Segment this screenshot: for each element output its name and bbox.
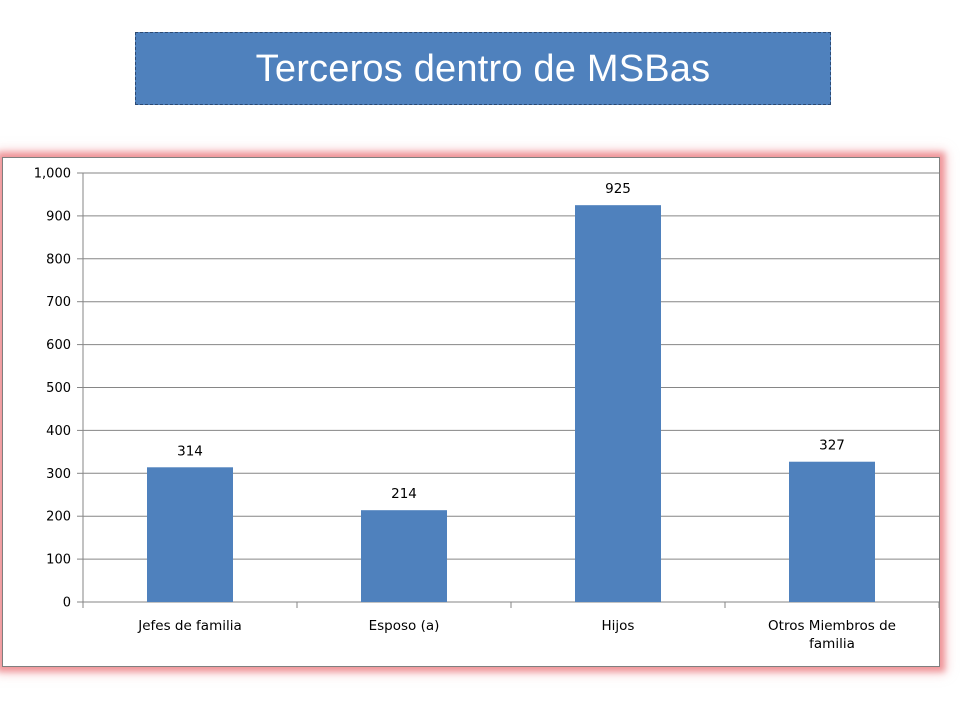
bar-chart: 0 100 200 300 400 500 600 700 800 900 1,000 314 Jefe… xyxy=(34,167,939,653)
bar xyxy=(361,510,447,602)
y-tick-label: 800 xyxy=(46,252,71,267)
bar xyxy=(147,467,233,602)
y-tick-label: 100 xyxy=(46,553,71,568)
x-category-label: Otros Miembros de xyxy=(768,618,896,634)
title-box: Terceros dentro de MSBas xyxy=(135,32,831,105)
bars xyxy=(147,205,875,603)
y-tick-label: 600 xyxy=(46,338,71,353)
y-tick-label: 1,000 xyxy=(34,167,71,182)
y-tick-label: 0 xyxy=(63,596,71,611)
x-category-label: Jefes de familia xyxy=(137,618,242,634)
bar xyxy=(789,461,875,602)
labels: 0 100 200 300 400 500 600 700 800 900 1,000 314 Jefe… xyxy=(34,167,896,653)
data-label: 214 xyxy=(391,486,417,502)
slide-title: Terceros dentro de MSBas xyxy=(255,47,711,90)
y-tick-label: 700 xyxy=(46,295,71,310)
y-tick-label: 400 xyxy=(46,424,71,439)
x-category-label: Esposo (a) xyxy=(369,618,440,634)
y-tick-label: 200 xyxy=(46,510,71,525)
y-tick-label: 300 xyxy=(46,467,71,482)
y-tick-label: 900 xyxy=(46,209,71,224)
bar xyxy=(575,205,661,603)
data-label: 327 xyxy=(819,438,845,454)
chart-frame: 0 100 200 300 400 500 600 700 800 900 1,000 314 Jefe… xyxy=(2,157,940,667)
x-category-label: Hijos xyxy=(602,618,635,634)
y-tick-label: 500 xyxy=(46,381,71,396)
data-label: 925 xyxy=(605,181,631,197)
data-label: 314 xyxy=(177,443,203,459)
x-category-label: familia xyxy=(809,636,855,652)
